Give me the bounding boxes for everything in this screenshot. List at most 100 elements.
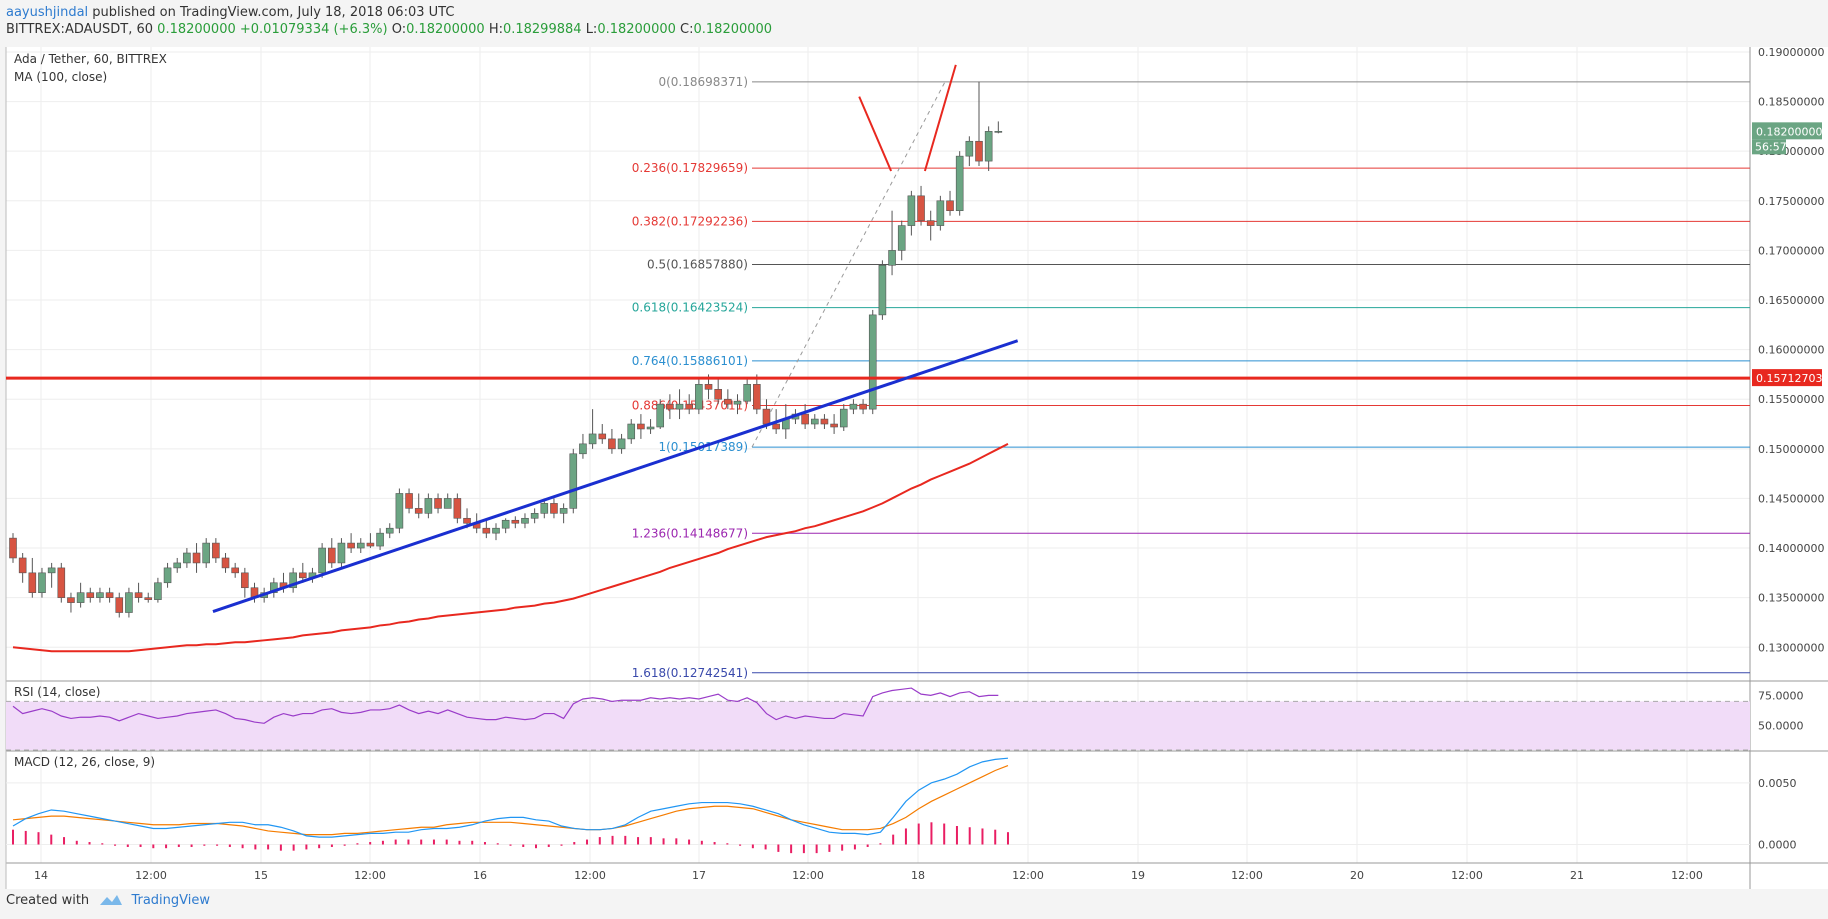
candle-down	[86, 592, 95, 598]
price-axis-tick: 0.17500000	[1758, 195, 1824, 208]
candle-down	[772, 423, 780, 430]
candle-up	[743, 384, 751, 402]
time-axis-tick: 12:00	[135, 869, 167, 882]
candle-down	[192, 552, 201, 564]
candle-up	[76, 592, 85, 603]
time-axis-tick: 12:00	[354, 869, 386, 882]
candle-up	[569, 453, 578, 509]
candle-down	[714, 388, 722, 400]
candle-down	[57, 567, 66, 598]
candle-up	[878, 264, 887, 316]
tradingview-logo-icon[interactable]	[99, 893, 123, 907]
candle-up	[810, 418, 819, 425]
candle-up	[849, 403, 858, 410]
low-label: L:	[585, 22, 598, 37]
close-value: 0.18200000	[693, 22, 773, 37]
candle-down	[926, 220, 935, 226]
time-axis-tick: 12:00	[1012, 869, 1044, 882]
candle-down	[608, 438, 616, 450]
candle-up	[955, 155, 964, 212]
candle-up	[183, 552, 191, 564]
candle-down	[685, 403, 694, 410]
candle-up	[173, 562, 182, 569]
candle-down	[598, 433, 607, 440]
candle-up	[337, 542, 346, 564]
fib-level-label: 0.764(0.15886101)	[632, 354, 748, 368]
tradingview-link[interactable]: TradingView	[131, 893, 210, 908]
candle-down	[859, 403, 867, 410]
candle-down	[762, 408, 771, 425]
time-axis-tick: 14	[34, 869, 48, 882]
fib-level-label: 0.618(0.16423524)	[632, 301, 748, 315]
candle-up	[270, 582, 278, 593]
candle-up	[318, 547, 326, 574]
price-axis-tick: 0.15000000	[1758, 443, 1824, 456]
candle-up	[733, 400, 742, 405]
time-axis-tick: 12:00	[1451, 869, 1483, 882]
candle-down	[28, 572, 37, 593]
candle-up	[202, 542, 210, 564]
time-axis-tick: 18	[911, 869, 925, 882]
candle-down	[231, 567, 239, 574]
time-axis-tick: 12:00	[1671, 869, 1703, 882]
candle-up	[984, 131, 993, 162]
price-axis-tick: 0.18500000	[1758, 96, 1824, 109]
candle-up	[579, 443, 587, 455]
ma100-line	[12, 442, 1009, 653]
macd-signal-line	[12, 765, 1009, 836]
candle-down	[405, 493, 413, 509]
resistance-price-tag	[1752, 369, 1822, 387]
author-link[interactable]: aayushjindal	[6, 5, 89, 20]
forecast-up-stroke	[923, 64, 957, 172]
close-label: C:	[680, 22, 694, 37]
fib-level-label: 0.5(0.16857880)	[647, 257, 748, 271]
price-axis-tick: 0.16500000	[1758, 294, 1824, 307]
high-value: 0.18299884	[502, 22, 582, 37]
candle-down	[511, 519, 520, 524]
candle-down	[115, 597, 124, 613]
resistance-price-value: 0.15712703	[1756, 372, 1822, 385]
candle-up	[994, 131, 1003, 133]
candle-down	[347, 542, 355, 549]
candle-down	[830, 423, 838, 428]
price-axis-tick: 0.13000000	[1758, 641, 1824, 654]
macd-axis-tick: 0.0050	[1758, 777, 1797, 790]
candle-up	[965, 140, 974, 157]
current-price-tag	[1752, 122, 1822, 140]
candle-down	[221, 557, 230, 569]
candle-down	[550, 503, 558, 514]
symbol-label: BITTREX:ADAUSDT, 60	[6, 22, 154, 37]
time-axis-tick: 20	[1350, 869, 1364, 882]
ma-legend: MA (100, close)	[14, 70, 107, 84]
candle-up	[656, 403, 665, 428]
candle-down	[298, 572, 307, 579]
candle-up	[154, 582, 162, 600]
candle-down	[753, 384, 761, 410]
price-axis-tick: 0.15500000	[1758, 393, 1824, 406]
candle-down	[975, 140, 983, 162]
countdown-tag	[1752, 139, 1786, 155]
candle-down	[820, 418, 829, 425]
header-change: +0.01079334 (+6.3%)	[239, 22, 388, 37]
price-axis-tick: 0.13500000	[1758, 592, 1824, 605]
high-label: H:	[488, 22, 503, 37]
time-axis-tick: 19	[1131, 869, 1145, 882]
candle-up	[559, 508, 568, 514]
candle-up	[96, 592, 104, 598]
created-with-label: Created with	[6, 893, 90, 908]
candle-down	[482, 527, 491, 534]
candle-down	[18, 557, 27, 574]
candle-down	[917, 195, 925, 221]
candle-down	[666, 403, 674, 410]
candle-up	[868, 314, 877, 410]
candle-up	[695, 384, 703, 410]
chart-canvas[interactable]: 0(0.18698371) 0.236(0.17829659) 0.382(0.17…	[0, 44, 1828, 892]
candle-up	[888, 250, 896, 266]
footer: Created with TradingView	[6, 893, 210, 908]
candle-down	[212, 542, 220, 559]
candle-up	[627, 423, 636, 440]
candle-up	[424, 498, 433, 514]
fib-level-label: 0.382(0.17292236)	[632, 214, 748, 228]
candle-down	[724, 398, 732, 405]
candle-up	[646, 426, 655, 430]
